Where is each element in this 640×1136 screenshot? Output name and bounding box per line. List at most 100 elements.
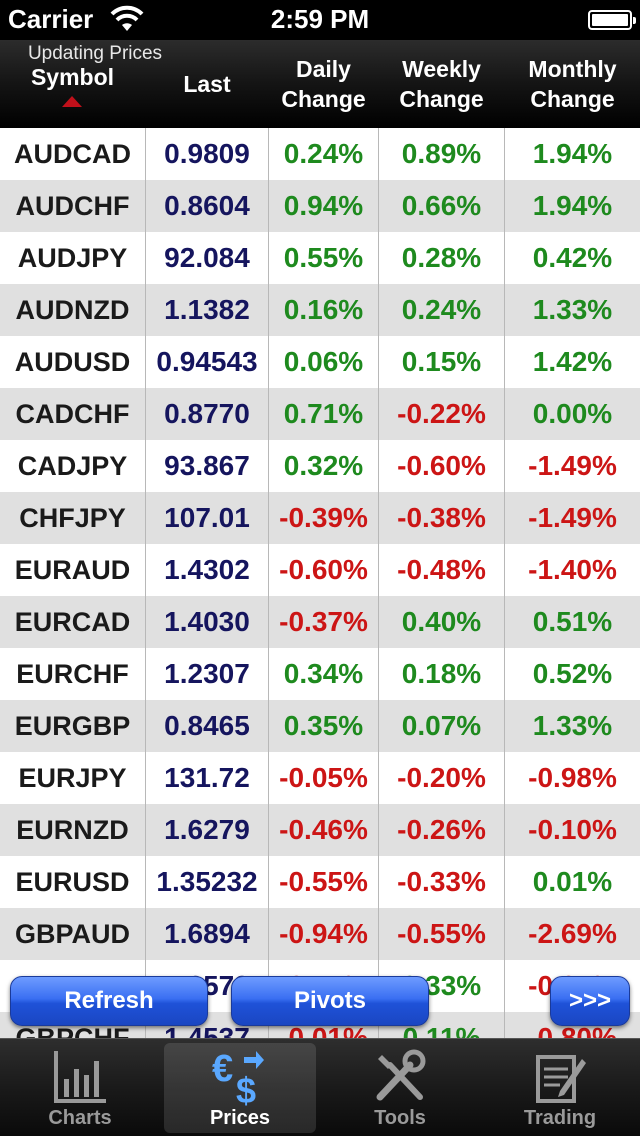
monthly-change-cell: -0.98% (528, 762, 617, 793)
column-header-last[interactable]: Last (183, 71, 231, 97)
last-price-cell: 1.2307 (164, 658, 250, 689)
weekly-change-cell: -0.26% (397, 814, 486, 845)
weekly-change-cell: -0.20% (397, 762, 486, 793)
last-price-cell: 92.084 (164, 242, 250, 273)
tab-prices[interactable]: € $ Prices (164, 1043, 316, 1133)
symbol-cell: EURCHF (16, 659, 129, 689)
last-price-cell: 1.4302 (164, 554, 250, 585)
monthly-change-cell: -1.49% (528, 502, 617, 533)
battery-icon (588, 10, 636, 30)
table-row[interactable]: CADCHF 0.8770 0.71% -0.22% 0.00% (0, 388, 640, 440)
refresh-button[interactable]: Refresh (10, 976, 208, 1026)
symbol-cell: CHFJPY (19, 503, 126, 533)
table-row[interactable]: CHFJPY 107.01 -0.39% -0.38% -1.49% (0, 492, 640, 544)
table-header: Updating Prices Symbol Last Daily Change… (0, 40, 640, 128)
symbol-cell: CADCHF (15, 399, 130, 429)
table-row[interactable]: AUDJPY 92.084 0.55% 0.28% 0.42% (0, 232, 640, 284)
weekly-change-cell: -0.55% (397, 918, 486, 949)
updating-status: Updating Prices (27, 43, 163, 64)
column-header-symbol[interactable]: Symbol (30, 64, 115, 90)
symbol-cell: EURCAD (14, 607, 131, 637)
daily-change-cell: -0.01% (279, 1022, 368, 1038)
weekly-change-cell: 0.18% (401, 658, 482, 689)
monthly-change-cell: 1.94% (532, 190, 613, 221)
table-row[interactable]: EURNZD 1.6279 -0.46% -0.26% -0.10% (0, 804, 640, 856)
column-header-monthly-change[interactable]: Monthly Change (528, 56, 617, 112)
daily-change-cell: 0.55% (283, 242, 364, 273)
symbol-cell: AUDNZD (15, 295, 130, 325)
symbol-cell: AUDUSD (14, 347, 131, 377)
monthly-change-cell: 1.33% (532, 710, 613, 741)
weekly-change-cell: -0.33% (397, 866, 486, 897)
daily-change-cell: 0.71% (283, 398, 364, 429)
weekly-change-cell: 0.15% (401, 346, 482, 377)
daily-change-cell: 0.94% (283, 190, 364, 221)
clock: 2:59 PM (270, 4, 370, 34)
monthly-change-cell: 0.00% (532, 398, 613, 429)
pivots-button[interactable]: Pivots (231, 976, 429, 1026)
more-button[interactable]: >>> (550, 976, 630, 1026)
table-row[interactable]: EURCHF 1.2307 0.34% 0.18% 0.52% (0, 648, 640, 700)
symbol-cell: GBPCHF (15, 1023, 130, 1038)
table-row[interactable]: EURGBP 0.8465 0.35% 0.07% 1.33% (0, 700, 640, 752)
tools-icon (376, 1049, 426, 1101)
daily-change-cell: -0.39% (279, 502, 368, 533)
last-price-cell: 0.8465 (164, 710, 250, 741)
daily-change-cell: -0.60% (279, 554, 368, 585)
symbol-cell: EURUSD (15, 867, 130, 897)
weekly-change-cell: 0.40% (401, 606, 482, 637)
weekly-change-cell: 0.24% (401, 294, 482, 325)
column-header-daily-change[interactable]: Daily Change (281, 56, 366, 112)
last-price-cell: 131.72 (164, 762, 250, 793)
last-price-cell: 1.6894 (164, 918, 250, 949)
monthly-change-cell: -1.49% (528, 450, 617, 481)
symbol-cell: AUDCAD (14, 139, 131, 169)
table-row[interactable]: GBPAUD 1.6894 -0.94% -0.55% -2.69% (0, 908, 640, 960)
table-row[interactable]: EURUSD 1.35232 -0.55% -0.33% 0.01% (0, 856, 640, 908)
monthly-change-cell: 1.94% (532, 138, 613, 169)
symbol-cell: EURGBP (14, 711, 131, 741)
price-table[interactable]: AUDCAD 0.9809 0.24% 0.89% 1.94% AUDCHF 0.8604 0… (0, 128, 640, 1038)
weekly-change-cell: 0.11% (402, 1022, 481, 1038)
symbol-cell: EURJPY (18, 763, 127, 793)
table-row[interactable]: AUDUSD 0.94543 0.06% 0.15% 1.42% (0, 336, 640, 388)
column-header-weekly-change[interactable]: Weekly Change (399, 56, 484, 112)
symbol-cell: EURNZD (16, 815, 129, 845)
tab-tools[interactable]: Tools (324, 1043, 476, 1133)
tab-trading[interactable]: Trading (484, 1043, 636, 1133)
daily-change-cell: 0.34% (283, 658, 364, 689)
weekly-change-cell: 0.66% (401, 190, 482, 221)
monthly-change-cell: 0.52% (532, 658, 613, 689)
weekly-change-cell: 0.89% (401, 138, 482, 169)
chart-icon (54, 1051, 106, 1103)
tab-charts[interactable]: Charts (4, 1043, 156, 1133)
symbol-cell: EURAUD (14, 555, 131, 585)
last-price-cell: 107.01 (164, 502, 250, 533)
weekly-change-cell: 0.28% (401, 242, 482, 273)
carrier-label: Carrier (8, 4, 94, 34)
daily-change-cell: 0.24% (283, 138, 364, 169)
last-price-cell: 1.1382 (164, 294, 250, 325)
last-price-cell: 1.6279 (164, 814, 250, 845)
sort-arrow-icon (62, 96, 82, 107)
weekly-change-cell: -0.22% (397, 398, 486, 429)
weekly-change-cell: -0.60% (397, 450, 486, 481)
svg-text:€: € (212, 1048, 233, 1090)
symbol-cell: AUDJPY (17, 243, 128, 273)
daily-change-cell: -0.05% (279, 762, 368, 793)
daily-change-cell: 0.16% (283, 294, 364, 325)
monthly-change-cell: -0.10% (528, 814, 617, 845)
table-row[interactable]: EURAUD 1.4302 -0.60% -0.48% -1.40% (0, 544, 640, 596)
table-row[interactable]: AUDCHF 0.8604 0.94% 0.66% 1.94% (0, 180, 640, 232)
trading-icon (536, 1055, 586, 1103)
monthly-change-cell: 0.51% (532, 606, 613, 637)
table-row[interactable]: AUDCAD 0.9809 0.24% 0.89% 1.94% (0, 128, 640, 180)
weekly-change-cell: -0.48% (397, 554, 486, 585)
last-price-cell: 0.8604 (164, 190, 250, 221)
tab-bar: Charts € $ Prices Tools Trading (0, 1038, 640, 1136)
table-row[interactable]: EURJPY 131.72 -0.05% -0.20% -0.98% (0, 752, 640, 804)
table-row[interactable]: CADJPY 93.867 0.32% -0.60% -1.49% (0, 440, 640, 492)
daily-change-cell: 0.32% (283, 450, 364, 481)
table-row[interactable]: EURCAD 1.4030 -0.37% 0.40% 0.51% (0, 596, 640, 648)
table-row[interactable]: AUDNZD 1.1382 0.16% 0.24% 1.33% (0, 284, 640, 336)
